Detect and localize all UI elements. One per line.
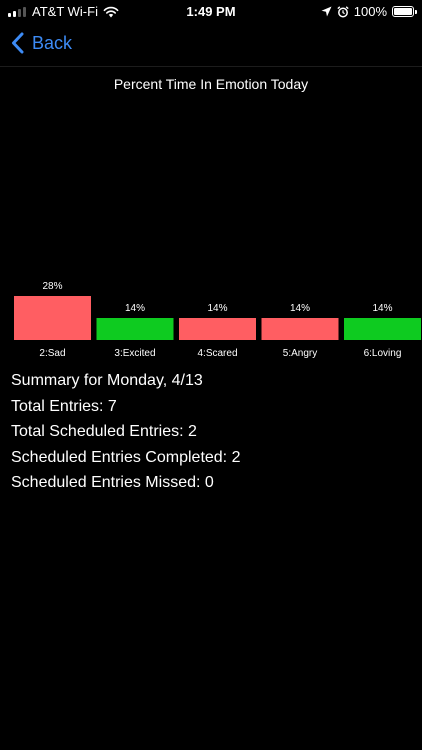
back-button-label: Back	[32, 32, 73, 53]
battery-icon	[392, 6, 417, 17]
category-label: 6:Loving	[364, 348, 402, 359]
chevron-left-icon	[12, 32, 24, 54]
bar-scared	[179, 318, 256, 340]
category-label: 5:Angry	[283, 348, 317, 359]
status-bar: AT&T Wi-Fi 1:49 PM 100%	[0, 0, 422, 24]
category-label: 3:Excited	[114, 348, 155, 359]
summary-section: Summary for Monday, 4/13 Total Entries: …	[11, 368, 240, 496]
total-entries: Total Entries: 7	[11, 397, 117, 415]
carrier-label: AT&T Wi-Fi	[32, 4, 98, 19]
alarm-clock-icon	[337, 5, 349, 17]
bar-value-label: 14%	[290, 303, 310, 314]
scheduled-entries-missed: Scheduled Entries Missed: 0	[11, 474, 214, 491]
status-time: 1:49 PM	[186, 4, 236, 19]
chart-title: Percent Time In Emotion Today	[113, 76, 309, 92]
scheduled-entries-completed: Scheduled Entries Completed: 2	[11, 448, 241, 466]
bar-excited	[96, 318, 174, 340]
bar-angry	[261, 318, 339, 340]
back-button[interactable]: Back	[11, 32, 72, 54]
bar-value-label: 14%	[372, 303, 392, 314]
chart-svg: 28% 2:Sad 14% 3:Excited 14% 4:Scared 14% 5:Angr…	[14, 281, 421, 359]
category-label: 4:Scared	[197, 348, 237, 359]
status-left: AT&T Wi-Fi	[8, 4, 119, 19]
bar-sad	[14, 296, 91, 340]
emotion-bar-chart: 28% 2:Sad 14% 3:Excited 14% 4:Scared 14% 5:Angr…	[0, 276, 422, 366]
bar-value-label: 28%	[42, 281, 62, 292]
navigation-bar: Back	[0, 24, 422, 67]
bar-value-label: 14%	[207, 303, 227, 314]
wifi-icon	[103, 6, 119, 17]
cellular-signal-icon	[8, 6, 26, 17]
summary-heading: Summary for Monday, 4/13	[11, 372, 203, 389]
total-scheduled-entries: Total Scheduled Entries: 2	[11, 423, 197, 440]
battery-percent: 100%	[353, 4, 387, 19]
category-label: 2:Sad	[39, 348, 65, 359]
status-right: 100%	[321, 4, 417, 19]
bar-loving	[344, 318, 421, 340]
bar-value-label: 14%	[125, 303, 145, 314]
location-arrow-icon	[321, 6, 332, 17]
